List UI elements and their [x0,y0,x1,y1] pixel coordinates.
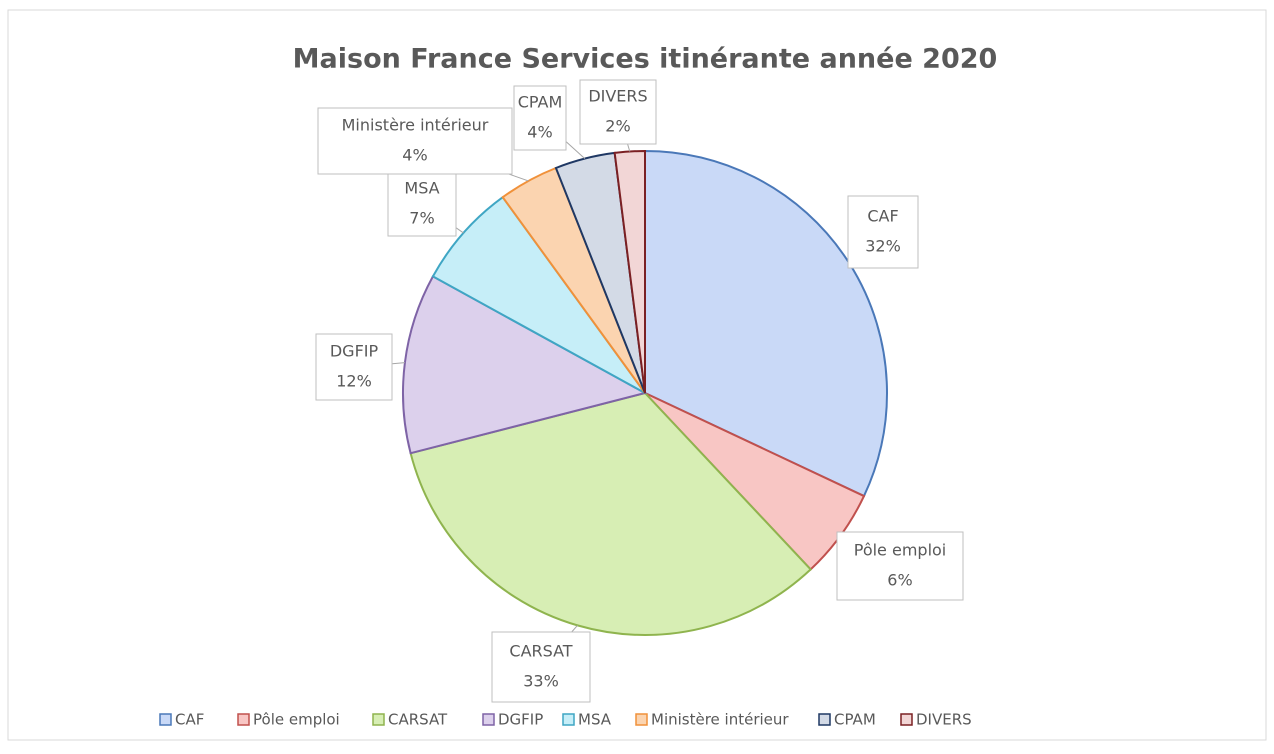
label-value: 6% [887,571,912,590]
legend-swatch [635,713,648,726]
legend-label: MSA [578,711,612,729]
label-category: DGFIP [330,342,379,361]
label-value: 32% [865,237,901,256]
legend-swatch [237,713,250,726]
label-category: CAF [867,207,898,226]
legend-label: DGFIP [498,711,543,729]
label-category: CARSAT [509,642,572,661]
legend-swatch [900,713,913,726]
label-category: Ministère intérieur [342,116,489,135]
label-box [513,85,567,151]
legend-label: Ministère intérieur [651,711,789,729]
label-value: 2% [605,117,630,136]
data-labels: CAF 32% Pôle emploi 6% CARSAT 33% DGFIP 12% MSA 7… [315,79,964,703]
label-box [315,333,393,401]
label-category: DIVERS [588,87,647,106]
legend-swatch [372,713,385,726]
legend-swatch [482,713,495,726]
label-value: 4% [527,123,552,142]
legend-swatch [562,713,575,726]
label-category: Pôle emploi [854,541,947,560]
pie-slice [409,391,813,636]
label-box [317,107,513,175]
legend-label: CPAM [834,711,876,729]
legend-swatch [159,713,172,726]
legend-swatch [818,713,831,726]
legend: CAF Pôle emploi CARSAT DGFIP MSA Ministère in… [159,711,972,729]
label-category: CPAM [518,93,563,112]
label-value: 12% [336,372,372,391]
label-category: MSA [404,179,439,198]
legend-label: DIVERS [916,711,972,729]
label-value: 33% [523,672,559,691]
legend-label: CARSAT [388,711,448,729]
legend-label: Pôle emploi [253,711,340,729]
pie-slice [402,275,648,455]
label-box [847,195,919,269]
pie [402,149,888,636]
label-value: 7% [409,209,434,228]
label-value: 4% [402,146,427,165]
legend-label: CAF [175,711,204,729]
pie-slice [431,195,646,394]
chart-title: Maison France Services itinérante année … [293,44,998,75]
label-box [491,631,591,703]
label-box [387,171,457,237]
label-box [836,531,964,601]
label-box [579,79,657,145]
